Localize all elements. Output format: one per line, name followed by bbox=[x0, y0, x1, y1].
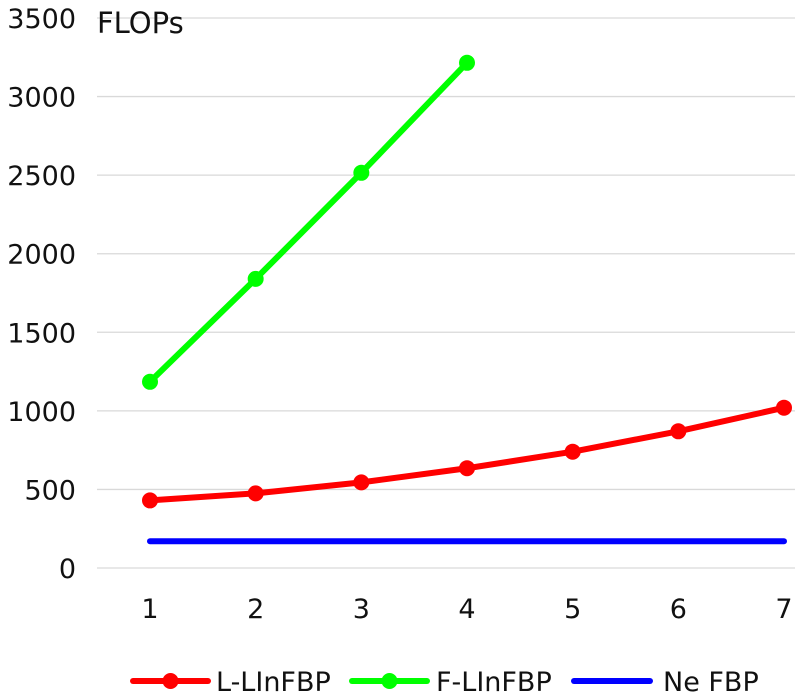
y-axis-unit-label: FLOPs bbox=[97, 6, 184, 40]
data-point bbox=[459, 54, 475, 71]
y-tick-label: 2500 bbox=[7, 161, 76, 192]
data-point bbox=[247, 270, 264, 287]
legend-label: L-LInFBP bbox=[216, 667, 331, 697]
series-f-linfbp bbox=[142, 54, 475, 390]
data-point bbox=[670, 423, 687, 440]
x-tick-label: 1 bbox=[141, 594, 158, 625]
legend: L-LInFBP F-LInFBP Ne FBP bbox=[130, 667, 759, 697]
data-point bbox=[142, 492, 158, 509]
x-tick-label: 3 bbox=[353, 594, 370, 625]
series-line bbox=[147, 59, 470, 385]
data-point bbox=[247, 485, 264, 502]
data-point bbox=[142, 373, 158, 390]
series-lines bbox=[142, 54, 792, 545]
series-l-linfbp bbox=[142, 399, 792, 509]
y-tick-label: 1500 bbox=[7, 318, 76, 349]
legend-item: Ne FBP bbox=[571, 667, 759, 697]
data-point bbox=[459, 460, 475, 477]
legend-marker bbox=[381, 673, 398, 689]
legend-item: L-LInFBP bbox=[130, 667, 331, 697]
x-tick-label: 2 bbox=[247, 594, 264, 625]
data-point bbox=[353, 164, 370, 181]
y-tick-label: 500 bbox=[24, 475, 76, 506]
x-tick-label: 5 bbox=[564, 594, 581, 625]
y-tick-label: 3000 bbox=[7, 83, 76, 114]
legend-marker bbox=[162, 673, 179, 689]
x-axis-tick-labels: 1 2 3 4 5 6 7 bbox=[141, 594, 792, 625]
y-tick-label: 3500 bbox=[7, 4, 76, 35]
y-tick-label: 0 bbox=[59, 554, 76, 585]
y-tick-label: 1000 bbox=[7, 397, 76, 428]
legend-label: F-LInFBP bbox=[436, 667, 552, 697]
data-point bbox=[776, 399, 792, 416]
y-axis-tick-labels: 0 500 1000 1500 2000 2500 3000 3500 bbox=[7, 4, 76, 585]
data-point bbox=[564, 443, 581, 460]
x-tick-label: 4 bbox=[458, 594, 475, 625]
x-tick-label: 6 bbox=[670, 594, 687, 625]
x-tick-label: 7 bbox=[775, 594, 792, 625]
legend-item: F-LInFBP bbox=[349, 667, 552, 697]
legend-label: Ne FBP bbox=[663, 667, 759, 697]
series-line bbox=[147, 404, 787, 504]
y-tick-label: 2000 bbox=[7, 240, 76, 271]
gridlines bbox=[97, 17, 795, 569]
data-point bbox=[353, 474, 370, 491]
